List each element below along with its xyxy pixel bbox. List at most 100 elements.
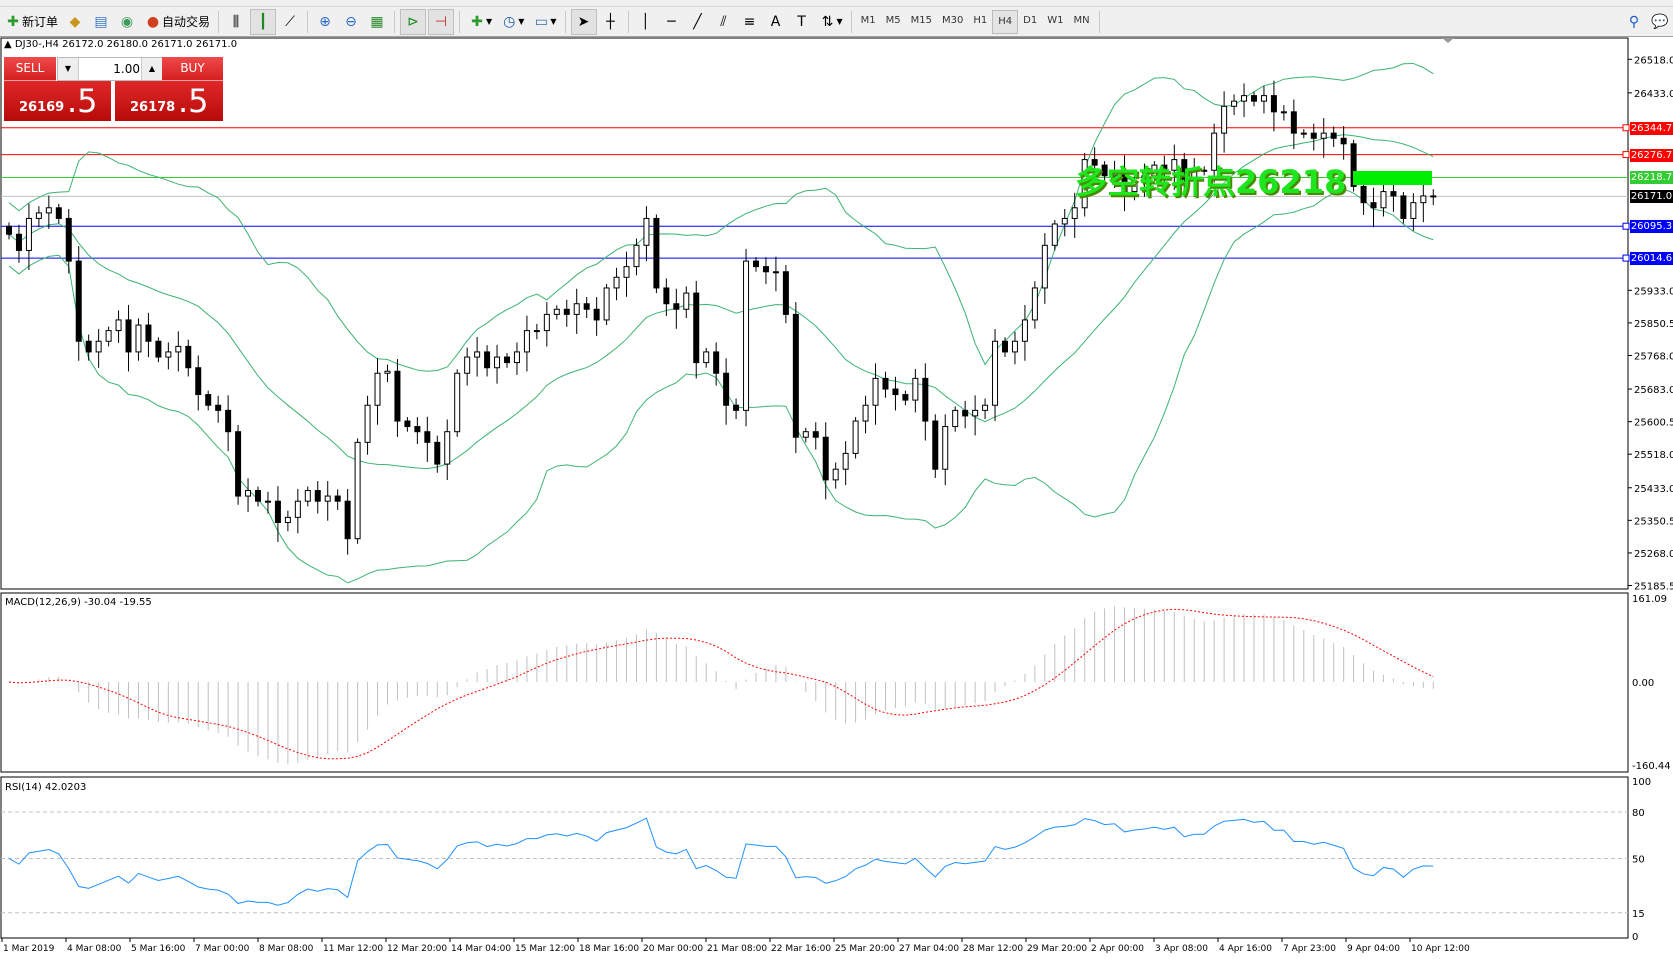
candle-body xyxy=(733,404,740,411)
candle-body xyxy=(1161,164,1168,171)
timeframe-m5[interactable]: M5 xyxy=(885,14,901,26)
timeframe-d1[interactable]: D1 xyxy=(1023,14,1038,26)
timeframe-mn[interactable]: MN xyxy=(1073,14,1090,26)
sell-button[interactable]: SELL xyxy=(4,57,56,81)
periods-button[interactable]: ◷ ▼ xyxy=(497,10,527,34)
time-axis-label: 21 Mar 08:00 xyxy=(707,944,767,954)
candle-body xyxy=(424,431,431,443)
dropdown-arrow-icon: ▼ xyxy=(518,17,525,26)
text-button[interactable]: A xyxy=(764,10,788,34)
timeframe-m15[interactable]: M15 xyxy=(910,14,933,26)
macd-label: MACD(12,26,9) -30.04 -19.55 xyxy=(5,597,152,608)
buy-price[interactable]: 26178.5 xyxy=(115,81,223,121)
candle-body xyxy=(982,404,989,411)
bar-chart-button[interactable]: ⫼ xyxy=(224,10,248,34)
candle-body xyxy=(932,420,939,470)
tile-windows-button[interactable]: ▦ xyxy=(365,10,389,34)
indicators-button[interactable]: ✚ ▼ xyxy=(465,10,495,34)
candle-body xyxy=(772,271,779,274)
candle-body xyxy=(364,404,371,443)
candle-body xyxy=(1201,169,1208,172)
navigator-button[interactable]: ▤ xyxy=(89,10,113,34)
rsi-axis-label: 0 xyxy=(1632,932,1638,943)
trendline-button[interactable]: ╱ xyxy=(686,10,710,34)
candle-body xyxy=(513,351,520,364)
candle-body xyxy=(474,351,481,358)
separator xyxy=(218,10,220,33)
level-handle[interactable] xyxy=(1622,222,1630,230)
time-axis-label: 20 Mar 00:00 xyxy=(643,944,703,954)
candle-body xyxy=(35,212,42,219)
time-axis-label: 28 Mar 12:00 xyxy=(963,944,1023,954)
timeframe-m30[interactable]: M30 xyxy=(942,14,964,26)
decrease-lot-icon[interactable]: ▼ xyxy=(58,58,79,80)
candle-body xyxy=(952,409,959,428)
candle-body xyxy=(573,303,580,315)
lot-size-input[interactable]: 1.00 xyxy=(113,62,140,76)
candle-body xyxy=(444,431,451,465)
buy-button[interactable]: BUY xyxy=(162,57,223,81)
timeframe-h1[interactable]: H1 xyxy=(973,14,988,26)
timeframe-w1[interactable]: W1 xyxy=(1047,14,1064,26)
zoom-in-button[interactable]: ⊕ xyxy=(313,10,337,34)
signals-button[interactable]: ◉ xyxy=(115,10,139,34)
candle-body xyxy=(235,431,242,497)
lot-size-stepper[interactable]: ▼ 1.00 ▲ xyxy=(57,57,163,81)
candle-body xyxy=(215,404,222,411)
sell-price[interactable]: 26169.5 xyxy=(4,81,111,121)
candlestick-icon: ┃ xyxy=(258,13,268,30)
separator xyxy=(564,10,566,33)
candle-body xyxy=(1221,105,1228,134)
templates-button[interactable]: ▭ ▼ xyxy=(529,10,559,34)
market-watch-button[interactable]: ◆ xyxy=(63,10,87,34)
arrows-button[interactable]: ⇅ ▼ xyxy=(816,10,846,34)
candle-body xyxy=(882,377,889,390)
level-handle[interactable] xyxy=(1622,151,1630,159)
text-label-button[interactable]: T xyxy=(790,10,814,34)
candle-body xyxy=(55,207,62,219)
auto-trading-button[interactable]: ● 自动交易 xyxy=(141,10,213,34)
timeframe-h4[interactable]: H4 xyxy=(992,9,1019,34)
new-order-icon: ✚ xyxy=(7,13,19,30)
fibonacci-button[interactable]: ≡ xyxy=(738,10,762,34)
search-button[interactable]: ⚲ xyxy=(1622,10,1646,34)
timeframe-m1[interactable]: M1 xyxy=(860,14,876,26)
line-chart-button[interactable]: ⟋ xyxy=(278,10,302,34)
candle-chart-button[interactable]: ┃ xyxy=(250,8,277,35)
level-handle[interactable] xyxy=(1622,124,1630,132)
candle-body xyxy=(792,313,799,438)
pivot-annotation: 多空转折点26218 xyxy=(1075,163,1347,201)
chart-shift-button[interactable]: ⊣ xyxy=(428,8,455,35)
candle-body xyxy=(454,372,461,433)
symbol-ohlc: DJ30-,H4 26172.0 26180.0 26171.0 26171.0 xyxy=(14,39,238,50)
increase-lot-icon[interactable]: ▲ xyxy=(141,58,162,80)
cursor-button[interactable]: ➤ xyxy=(570,8,597,35)
vertical-line-button[interactable]: │ xyxy=(634,10,658,34)
candle-body xyxy=(155,340,162,358)
equidistant-channel-button[interactable]: ⫽ xyxy=(712,10,736,34)
new-order-button[interactable]: ✚ 新订单 xyxy=(1,10,61,34)
candle-body xyxy=(1390,191,1397,197)
zoom-out-button[interactable]: ⊖ xyxy=(339,10,363,34)
horizontal-line-button[interactable]: ─ xyxy=(660,10,684,34)
vertical-line-icon: │ xyxy=(641,13,650,30)
chart-shift-marker[interactable] xyxy=(1442,38,1454,43)
crosshair-button[interactable]: ┼ xyxy=(599,10,623,34)
auto-scroll-button[interactable]: ⊳ xyxy=(400,8,427,35)
candle-body xyxy=(1091,159,1098,166)
candle-body xyxy=(972,409,979,417)
time-axis-label: 1 Mar 2019 xyxy=(3,944,55,954)
chart-window[interactable] xyxy=(0,37,1673,959)
price-axis-label: 25350.5 xyxy=(1634,516,1673,527)
candle-body xyxy=(782,271,789,315)
chat-button[interactable]: 💬 xyxy=(1648,10,1672,34)
new-order-label: 新订单 xyxy=(22,15,59,29)
candle-body xyxy=(1011,340,1018,353)
level-handle[interactable] xyxy=(1622,254,1630,262)
candle-body xyxy=(404,420,411,428)
candle-body xyxy=(743,260,750,411)
rsi-label: RSI(14) 42.0203 xyxy=(5,782,87,793)
candle-body xyxy=(892,388,899,396)
collapse-triangle-icon[interactable]: ▲ xyxy=(4,39,12,50)
